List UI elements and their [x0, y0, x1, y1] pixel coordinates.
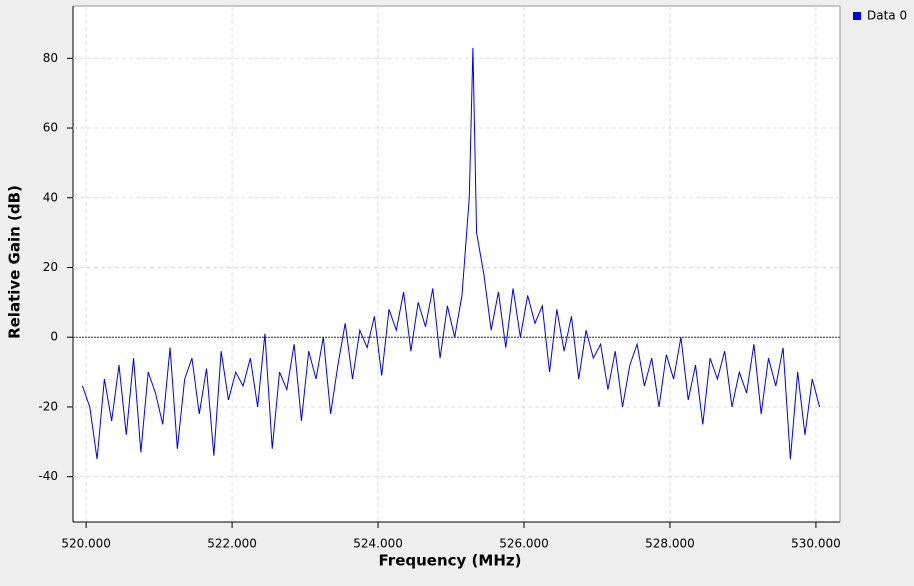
y-tick-label: 0	[50, 330, 58, 344]
y-tick-label: -20	[38, 399, 58, 413]
plot-area	[73, 6, 840, 522]
y-tick-label: 20	[43, 260, 58, 274]
x-tick-label: 520.000	[61, 537, 111, 551]
y-tick-label: 80	[43, 51, 58, 65]
x-tick-label: 530.000	[791, 537, 841, 551]
x-tick-label: 524.000	[353, 537, 403, 551]
x-tick-label: 522.000	[207, 537, 257, 551]
legend-label: Data 0	[867, 9, 907, 23]
x-tick-label: 528.000	[645, 537, 695, 551]
data-line	[82, 47, 821, 460]
y-tick-label: 60	[43, 121, 58, 135]
y-axis-label: Relative Gain (dB)	[6, 185, 24, 339]
y-tick-label: 40	[43, 190, 58, 204]
legend-swatch	[853, 12, 861, 20]
x-axis-label: Frequency (MHz)	[379, 552, 522, 570]
x-tick-label: 526.000	[499, 537, 549, 551]
y-tick-label: -40	[38, 469, 58, 483]
